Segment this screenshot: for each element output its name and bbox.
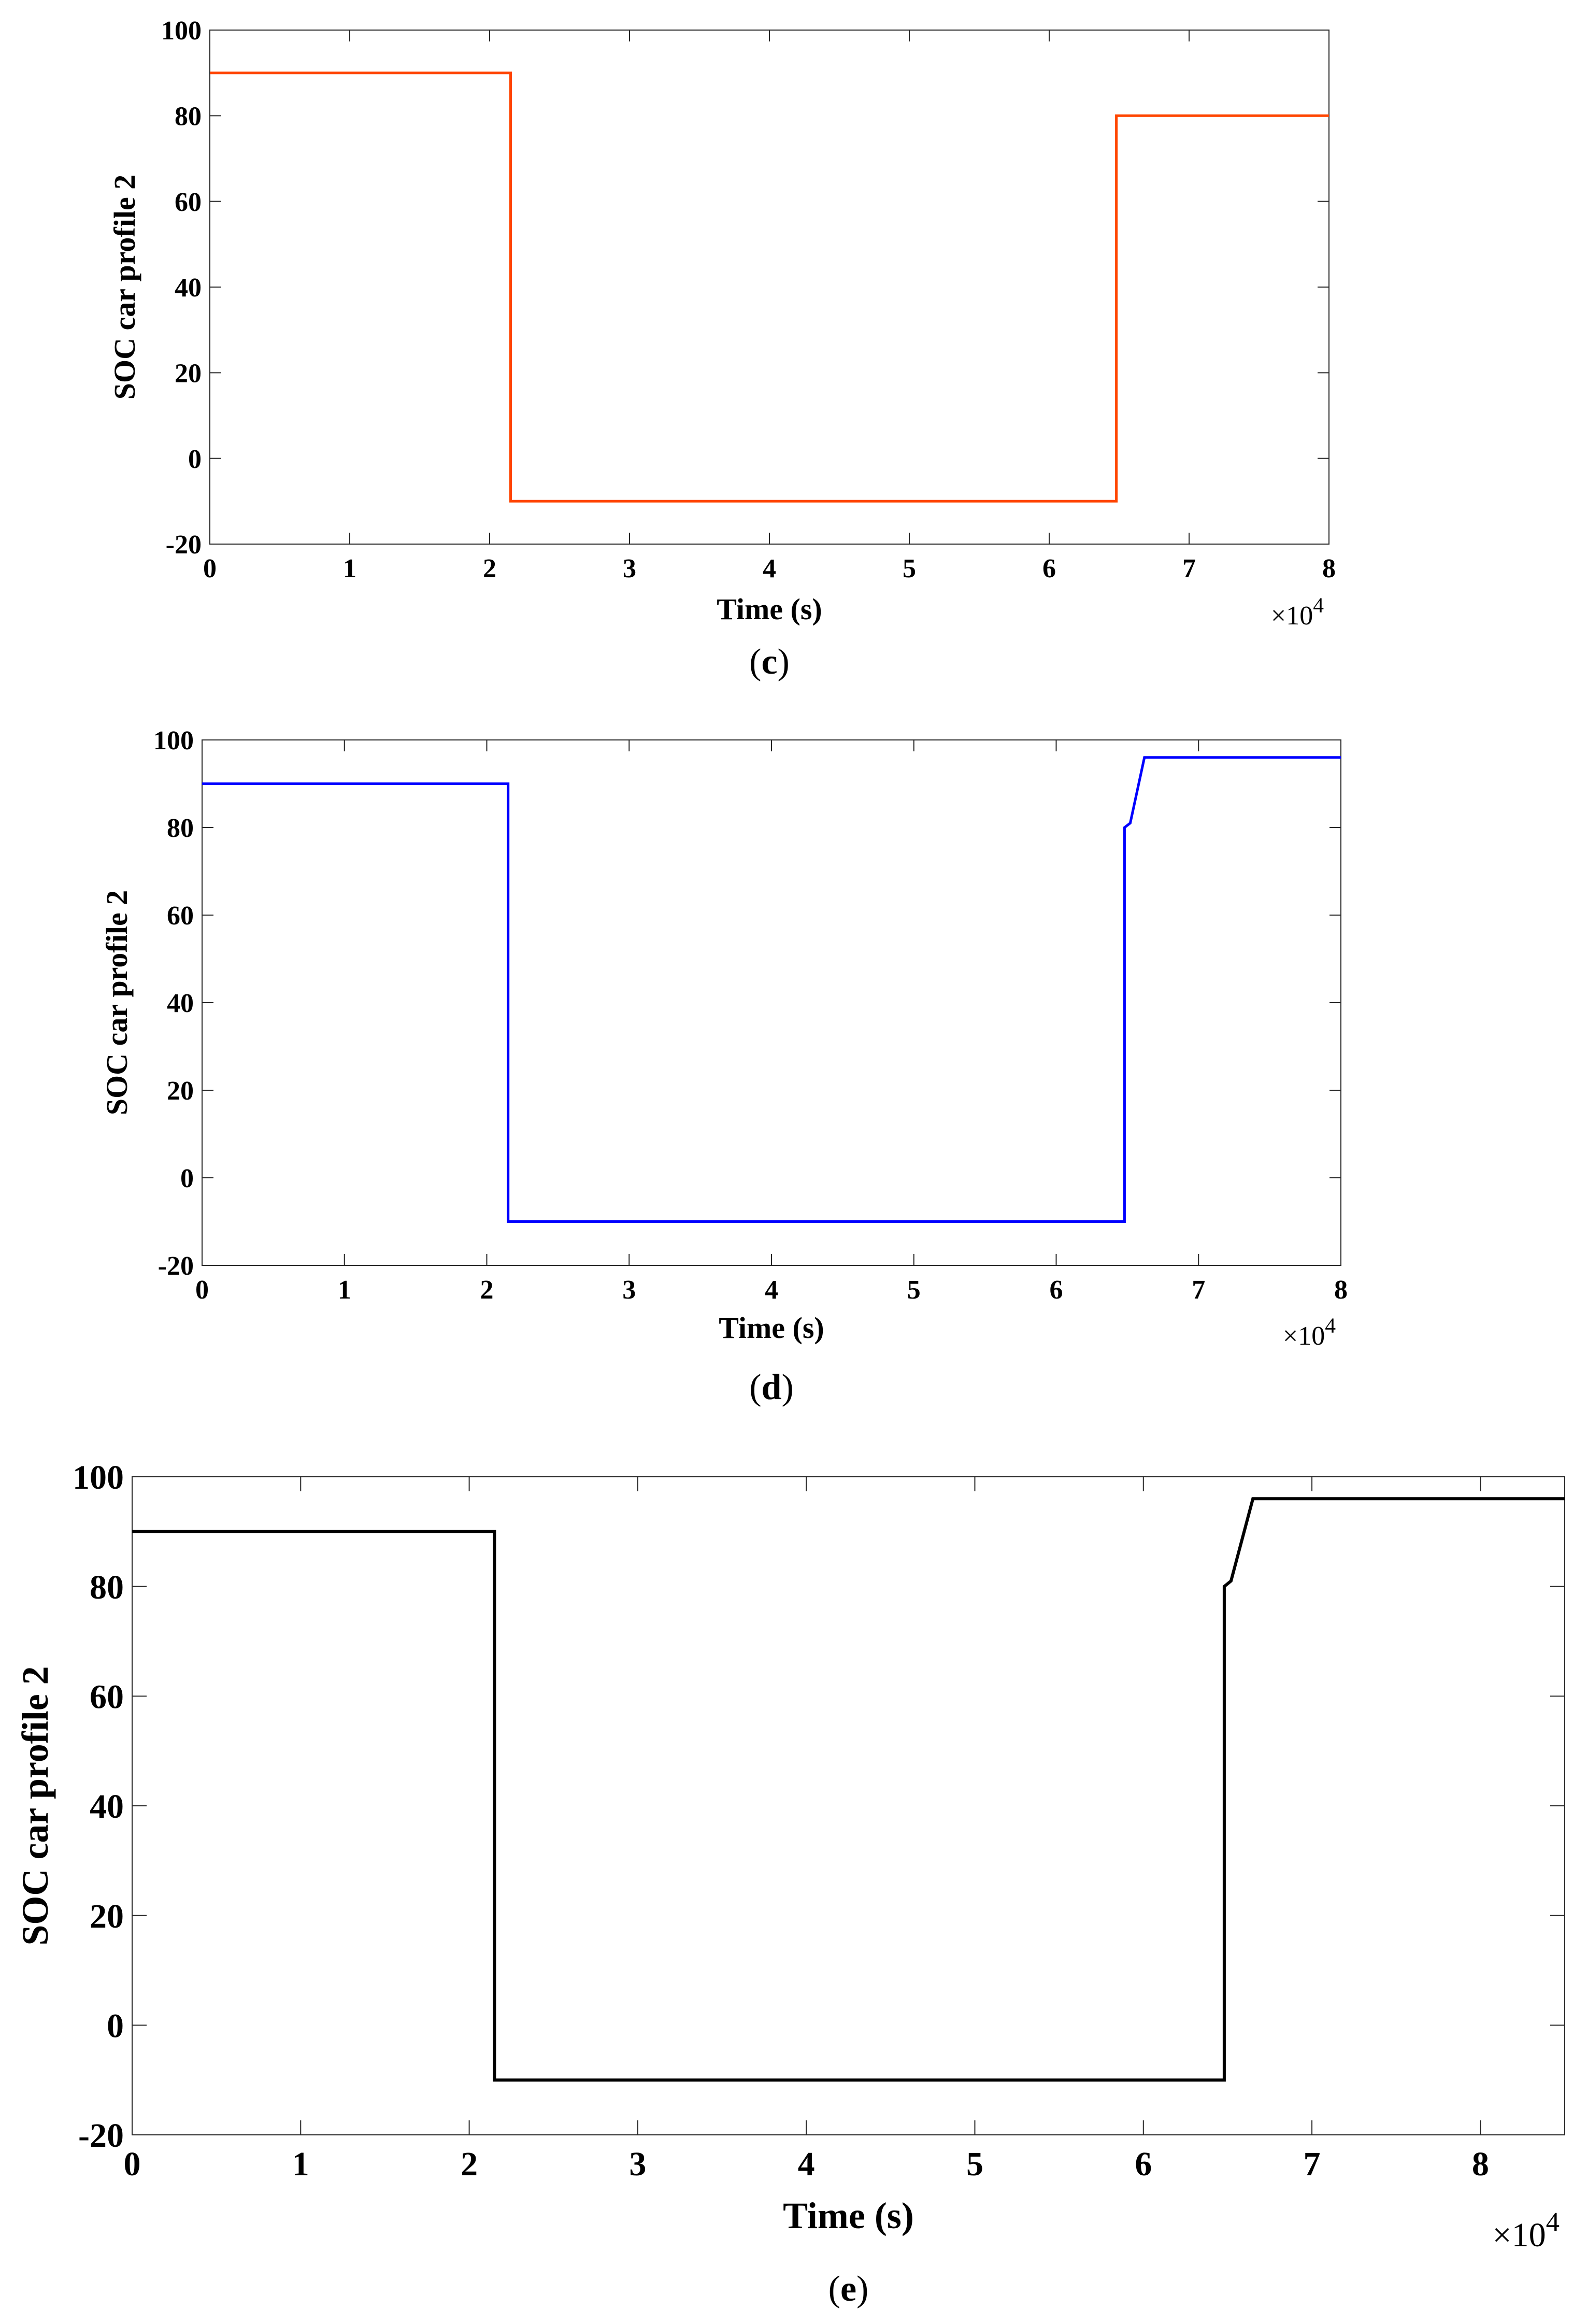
series-line bbox=[202, 756, 1341, 1223]
x-tick-label: 7 bbox=[1192, 1275, 1205, 1305]
x-tick-label: 8 bbox=[1322, 554, 1336, 583]
y-tick-label: 100 bbox=[153, 726, 194, 755]
panel-caption: (d) bbox=[749, 1367, 794, 1407]
x-tick-label: 6 bbox=[1135, 2145, 1152, 2183]
y-tick-label: 60 bbox=[175, 188, 202, 217]
y-tick-label: 60 bbox=[167, 901, 194, 931]
x-tick-label: 1 bbox=[343, 554, 356, 583]
x-tick-label: 0 bbox=[124, 2145, 141, 2183]
y-tick-label: 0 bbox=[180, 1164, 194, 1193]
x-tick-label: 6 bbox=[1042, 554, 1056, 583]
x-multiplier: ×104 bbox=[1271, 593, 1324, 631]
plot-frame bbox=[132, 1476, 1565, 2135]
y-axis-label: SOC car profile 2 bbox=[108, 175, 141, 400]
plot-frame bbox=[202, 739, 1341, 1266]
x-tick-label: 2 bbox=[461, 2145, 478, 2183]
panel-caption: (e) bbox=[828, 2269, 869, 2309]
y-axis-label: SOC car profile 2 bbox=[15, 1666, 56, 1945]
x-tick-label: 0 bbox=[195, 1275, 209, 1305]
x-axis-label: Time (s) bbox=[717, 592, 822, 626]
x-tick-label: 3 bbox=[629, 2145, 646, 2183]
y-tick-label: 40 bbox=[175, 273, 202, 303]
x-tick-label: 5 bbox=[903, 554, 916, 583]
x-tick-label: 4 bbox=[765, 1275, 778, 1305]
y-tick-label: 80 bbox=[175, 102, 202, 132]
y-tick-label: 20 bbox=[167, 1076, 194, 1106]
y-tick-label: -20 bbox=[78, 2117, 124, 2155]
x-tick-label: 8 bbox=[1334, 1275, 1348, 1305]
y-tick-label: -20 bbox=[166, 530, 202, 560]
y-axis-label: SOC car profile 2 bbox=[100, 890, 134, 1115]
y-tick-label: 40 bbox=[167, 989, 194, 1018]
y-tick-label: -20 bbox=[158, 1251, 194, 1281]
panel-caption: (c) bbox=[749, 642, 790, 682]
y-tick-label: 20 bbox=[90, 1898, 124, 1935]
x-axis-label: Time (s) bbox=[719, 1311, 824, 1345]
x-tick-label: 2 bbox=[483, 554, 496, 583]
x-multiplier: ×104 bbox=[1492, 2207, 1560, 2254]
x-tick-label: 7 bbox=[1304, 2145, 1321, 2183]
series-line bbox=[132, 1497, 1565, 2082]
y-tick-label: 80 bbox=[90, 1569, 124, 1606]
y-tick-label: 100 bbox=[161, 16, 202, 46]
y-tick-label: 40 bbox=[90, 1788, 124, 1826]
series-line bbox=[210, 72, 1329, 503]
plot-frame bbox=[209, 30, 1329, 545]
x-tick-label: 5 bbox=[966, 2145, 983, 2183]
x-tick-label: 7 bbox=[1182, 554, 1196, 583]
x-tick-label: 1 bbox=[292, 2145, 309, 2183]
x-tick-label: 3 bbox=[622, 1275, 636, 1305]
y-tick-label: 60 bbox=[90, 1678, 124, 1716]
y-tick-label: 100 bbox=[73, 1459, 124, 1496]
x-multiplier: ×104 bbox=[1283, 1314, 1336, 1351]
y-tick-label: 0 bbox=[188, 445, 202, 474]
y-tick-label: 80 bbox=[167, 814, 194, 843]
x-tick-label: 4 bbox=[763, 554, 776, 583]
x-tick-label: 8 bbox=[1472, 2145, 1489, 2183]
x-axis-label: Time (s) bbox=[783, 2195, 914, 2236]
x-tick-label: 2 bbox=[480, 1275, 494, 1305]
y-tick-label: 20 bbox=[175, 359, 202, 389]
x-tick-label: 0 bbox=[203, 554, 217, 583]
x-tick-label: 3 bbox=[623, 554, 636, 583]
x-tick-label: 1 bbox=[338, 1275, 351, 1305]
x-tick-label: 5 bbox=[907, 1275, 921, 1305]
x-tick-label: 6 bbox=[1050, 1275, 1063, 1305]
y-tick-label: 0 bbox=[107, 2007, 124, 2045]
x-tick-label: 4 bbox=[798, 2145, 815, 2183]
